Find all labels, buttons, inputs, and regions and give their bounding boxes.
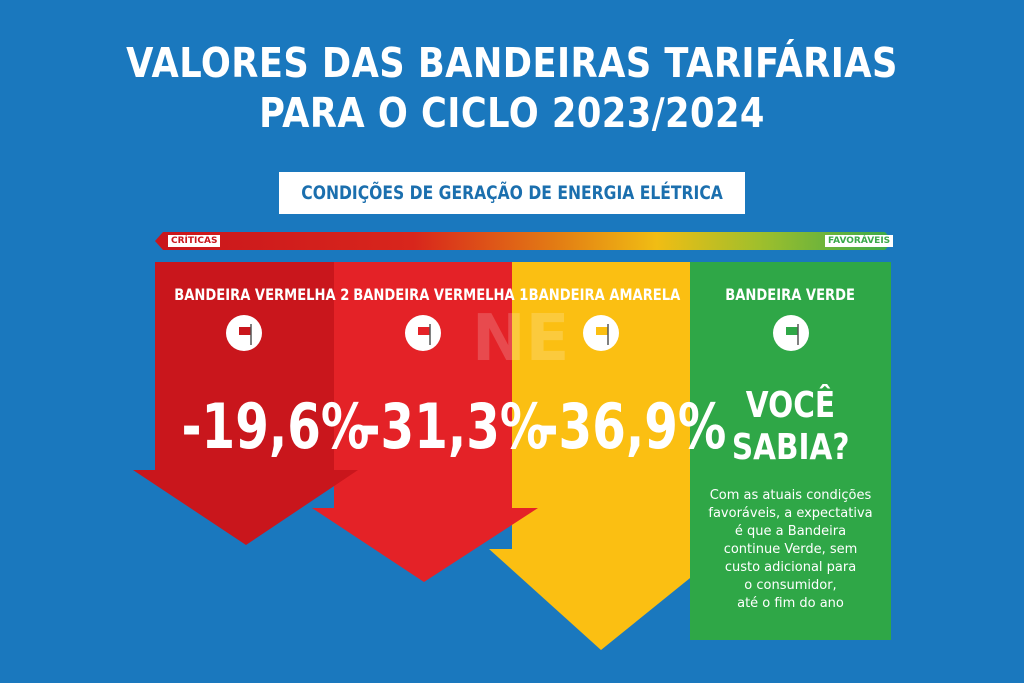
info-text-line: Com as atuais condições <box>709 488 872 503</box>
conditions-gradient-bar <box>155 232 893 250</box>
subtitle-text: CONDIÇÕES DE GERAÇÃO DE ENERGIA ELÉTRICA <box>301 182 723 204</box>
info-text: Com as atuais condições favoráveis, a ex… <box>700 487 881 613</box>
page-title-line2: PARA O CICLO 2023/2024 <box>259 89 765 137</box>
label-bandeira-vermelha-1: BANDEIRA VERMELHA 1 <box>353 285 529 304</box>
flag-icon <box>405 315 441 351</box>
page-title-line1: VALORES DAS BANDEIRAS TARIFÁRIAS <box>126 39 898 87</box>
scale-label-criticas: CRÍTICAS <box>168 235 221 247</box>
info-heading: VOCÊ SABIA? <box>731 385 850 468</box>
info-text-line: é que a Bandeira <box>734 524 847 539</box>
flag-icon <box>226 315 262 351</box>
scale-label-favoraveis: FAVORÁVEIS <box>825 235 894 247</box>
arrow-bandeira-vermelha-1 <box>312 262 538 582</box>
arrow-bandeira-amarela <box>489 262 726 650</box>
info-text-line: favoráveis, a expectativa <box>708 506 873 521</box>
label-bandeira-amarela: BANDEIRA AMARELA <box>528 285 681 304</box>
value-bandeira-vermelha-1: -31,3% <box>360 390 549 463</box>
subtitle-box: CONDIÇÕES DE GERAÇÃO DE ENERGIA ELÉTRICA <box>279 172 745 214</box>
value-bandeira-vermelha-2: -19,6% <box>181 390 370 463</box>
label-bandeira-vermelha-2: BANDEIRA VERMELHA 2 <box>174 285 350 304</box>
flag-icon <box>773 315 809 351</box>
value-bandeira-amarela: -36,9% <box>538 390 727 463</box>
watermark-logo: NE <box>472 302 570 376</box>
info-text-line: custo adicional para <box>724 560 857 575</box>
info-text-line: até o fim do ano <box>737 596 844 611</box>
info-text-line: o consumidor, <box>744 578 837 593</box>
label-bandeira-verde: BANDEIRA VERDE <box>725 285 855 304</box>
flag-icon <box>583 315 619 351</box>
arrow-bandeira-vermelha-2 <box>133 262 358 545</box>
info-text-line: continue Verde, sem <box>723 542 858 557</box>
